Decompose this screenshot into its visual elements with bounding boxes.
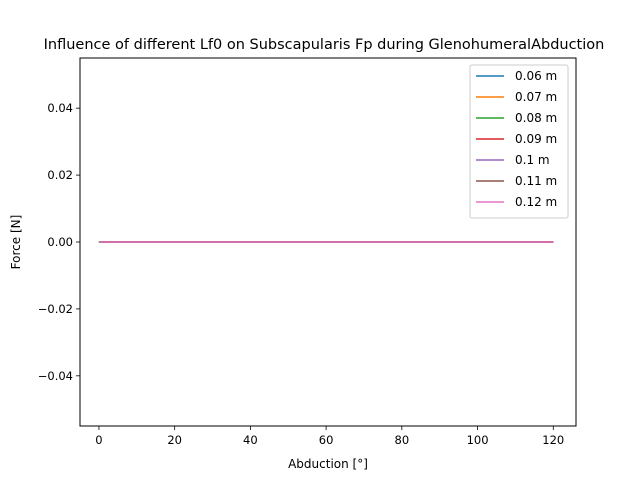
plot-frame [79, 57, 577, 427]
x-tick-label: 0 [95, 433, 102, 447]
x-tick-label: 80 [395, 433, 410, 447]
y-tick-label: 0.00 [47, 235, 73, 249]
y-tick-label: 0.02 [47, 168, 73, 182]
x-tick-label: 100 [467, 433, 489, 447]
x-tick-label: 40 [243, 433, 258, 447]
x-tick-label: 60 [319, 433, 334, 447]
legend-box [469, 64, 569, 219]
legend-label: 0.06 m [515, 69, 557, 83]
legend-label: 0.12 m [515, 195, 557, 209]
chart-title: Influence of different Lf0 on Subscapula… [44, 37, 605, 53]
x-tick-label: 20 [167, 433, 182, 447]
x-tick-label: 120 [542, 433, 564, 447]
y-tick-label: −0.04 [38, 369, 73, 383]
y-tick-label: 0.04 [47, 101, 73, 115]
legend-label: 0.11 m [515, 174, 557, 188]
legend-label: 0.1 m [515, 153, 550, 167]
legend-label: 0.08 m [515, 111, 557, 125]
legend-label: 0.07 m [515, 90, 557, 104]
axis-ticks: 0 20 40 60 80 100 120 −0.04 −0.02 0.00 0.02 0.04 [38, 101, 565, 447]
x-axis-label: Abduction [°] [288, 457, 368, 471]
legend-label: 0.09 m [515, 132, 557, 146]
y-axis-label: Force [N] [9, 215, 23, 270]
legend: 0.06 m 0.07 m 0.08 m 0.09 m 0.1 m 0.11 m 0.12 … [469, 64, 569, 219]
y-tick-label: −0.02 [38, 302, 73, 316]
